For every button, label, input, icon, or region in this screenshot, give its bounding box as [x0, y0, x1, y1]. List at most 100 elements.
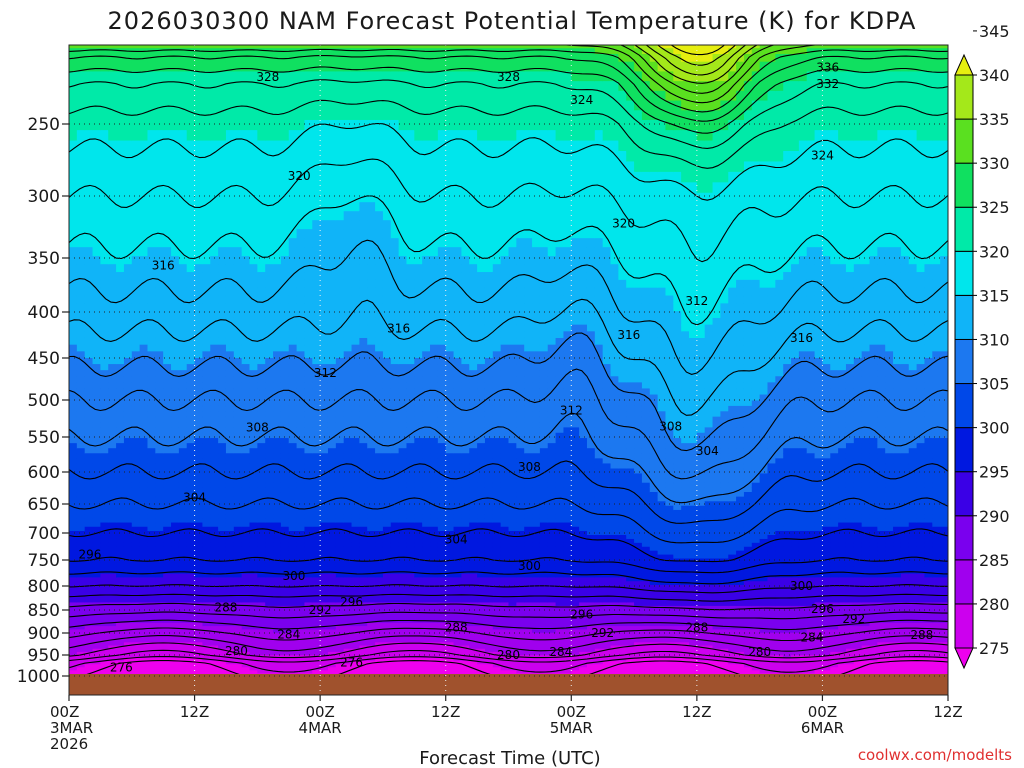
field-cell	[186, 388, 196, 396]
field-cell	[327, 358, 337, 365]
field-cell	[288, 542, 298, 548]
field-cell	[186, 151, 196, 163]
field-cell	[273, 629, 282, 634]
field-cell	[194, 192, 204, 203]
field-cell	[131, 432, 141, 439]
field-cell	[202, 592, 211, 597]
field-cell	[343, 645, 353, 650]
field-cell	[92, 492, 101, 498]
field-cell	[343, 598, 353, 604]
field-cell	[343, 670, 353, 674]
field-cell	[171, 140, 180, 152]
field-cell	[218, 370, 227, 377]
field-cell	[139, 317, 149, 326]
field-cell	[273, 317, 282, 326]
field-cell	[210, 588, 219, 593]
field-cell	[202, 229, 211, 239]
field-cell	[92, 211, 101, 221]
field-cell	[100, 382, 109, 390]
field-cell	[335, 140, 345, 152]
field-cell	[351, 220, 360, 230]
field-cell	[327, 605, 337, 610]
field-cell	[218, 247, 227, 257]
field-cell	[375, 535, 384, 540]
field-cell	[202, 202, 211, 212]
field-cell	[218, 584, 227, 590]
field-cell	[351, 648, 360, 653]
field-cell	[257, 670, 266, 674]
field-cell	[210, 422, 219, 428]
field-cell	[280, 554, 290, 560]
field-cell	[351, 364, 360, 371]
field-cell	[382, 492, 392, 498]
field-cell	[194, 658, 204, 662]
field-cell	[210, 569, 219, 575]
field-cell	[343, 522, 353, 528]
field-cell	[116, 382, 125, 390]
field-cell	[304, 619, 313, 624]
field-cell	[210, 324, 219, 332]
field-cell	[178, 530, 188, 536]
field-cell	[280, 100, 290, 111]
field-cell	[108, 487, 117, 493]
field-cell	[288, 411, 298, 418]
field-cell	[351, 667, 360, 671]
field-cell	[335, 635, 345, 640]
field-cell	[108, 432, 117, 439]
field-cell	[335, 592, 345, 597]
field-cell	[139, 584, 149, 590]
field-cell	[351, 569, 360, 575]
field-cell	[147, 619, 156, 624]
field-cell	[147, 667, 156, 671]
field-cell	[390, 272, 400, 281]
field-cell	[202, 238, 211, 248]
field-cell	[163, 272, 172, 281]
field-cell	[69, 651, 78, 656]
field-cell	[265, 492, 274, 498]
field-cell	[327, 48, 337, 55]
field-cell	[194, 171, 204, 183]
field-cell	[194, 110, 204, 121]
field-cell	[241, 192, 251, 203]
field-cell	[116, 530, 125, 536]
field-cell	[273, 400, 282, 407]
field-cell	[304, 110, 313, 121]
field-cell	[210, 550, 219, 556]
field-cell	[241, 382, 251, 390]
field-cell	[69, 247, 78, 257]
field-cell	[233, 526, 243, 532]
field-cell	[116, 505, 125, 511]
field-cell	[296, 530, 306, 536]
field-cell	[218, 492, 227, 498]
field-cell	[335, 287, 345, 297]
field-cell	[139, 478, 149, 484]
field-cell	[351, 358, 360, 365]
field-cell	[155, 272, 164, 281]
field-cell	[273, 661, 282, 665]
field-cell	[163, 605, 172, 610]
field-cell	[280, 364, 290, 371]
field-cell	[84, 303, 94, 312]
field-cell	[84, 140, 94, 152]
field-cell	[171, 37, 179, 43]
field-cell	[249, 427, 258, 434]
field-cell	[280, 505, 290, 511]
field-cell	[359, 581, 368, 586]
field-cell	[351, 554, 360, 560]
field-cell	[76, 351, 86, 359]
field-cell	[343, 303, 353, 312]
field-cell	[288, 110, 298, 121]
field-cell	[257, 658, 266, 662]
field-cell	[123, 667, 133, 671]
field-cell	[296, 192, 306, 203]
field-cell	[210, 394, 219, 402]
field-cell	[155, 566, 164, 571]
field-cell	[225, 661, 235, 665]
field-cell	[233, 518, 243, 524]
field-cell	[100, 61, 109, 73]
field-cell	[108, 130, 117, 142]
field-cell	[69, 514, 78, 519]
field-cell	[84, 605, 94, 610]
field-cell	[241, 616, 251, 621]
field-cell	[296, 622, 306, 627]
